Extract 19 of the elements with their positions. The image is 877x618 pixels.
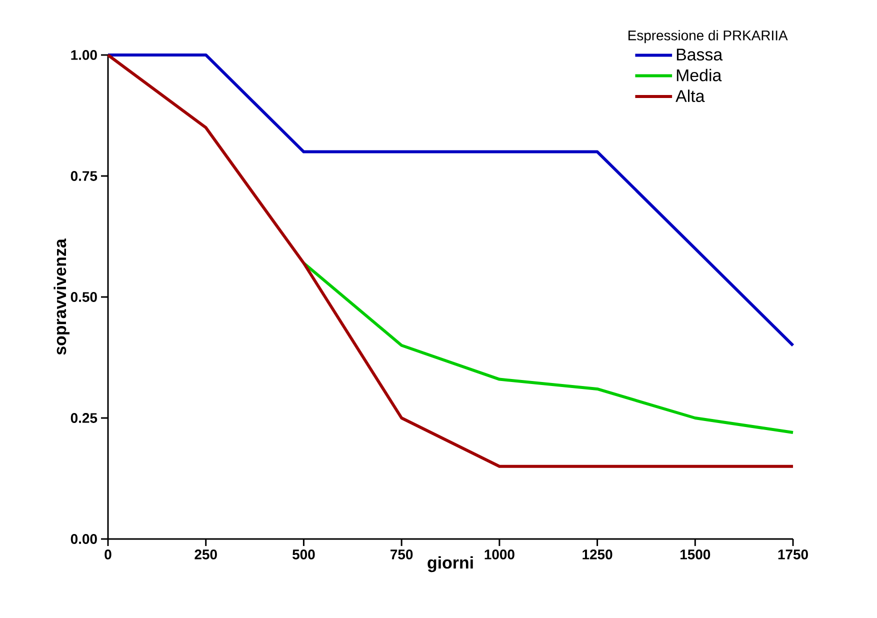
x-tick-label: 750 xyxy=(390,550,413,560)
x-tick-label: 1000 xyxy=(484,550,514,560)
legend-label: Bassa xyxy=(676,48,723,61)
y-axis-title: sopravvivenza xyxy=(54,238,70,355)
y-tick-label: 0.75 xyxy=(70,171,98,181)
x-tick-label: 0 xyxy=(104,550,112,560)
x-tick-label: 1750 xyxy=(778,550,808,560)
legend-label: Media xyxy=(676,68,722,82)
y-tick-label: 1.00 xyxy=(71,50,97,60)
x-tick-label: 250 xyxy=(194,550,217,560)
legend-label: Alta xyxy=(676,90,705,102)
x-tick-label: 1500 xyxy=(680,550,710,560)
x-tick-label: 500 xyxy=(292,550,315,560)
y-tick-label: 0.00 xyxy=(70,534,97,544)
legend-title: Espressione di PRKARIIA xyxy=(628,30,788,44)
x-axis-title: giorni xyxy=(428,556,473,572)
y-tick-label: 0.25 xyxy=(70,413,98,423)
y-tick-label: 0.50 xyxy=(70,292,97,302)
x-tick-label: 1250 xyxy=(582,550,612,560)
